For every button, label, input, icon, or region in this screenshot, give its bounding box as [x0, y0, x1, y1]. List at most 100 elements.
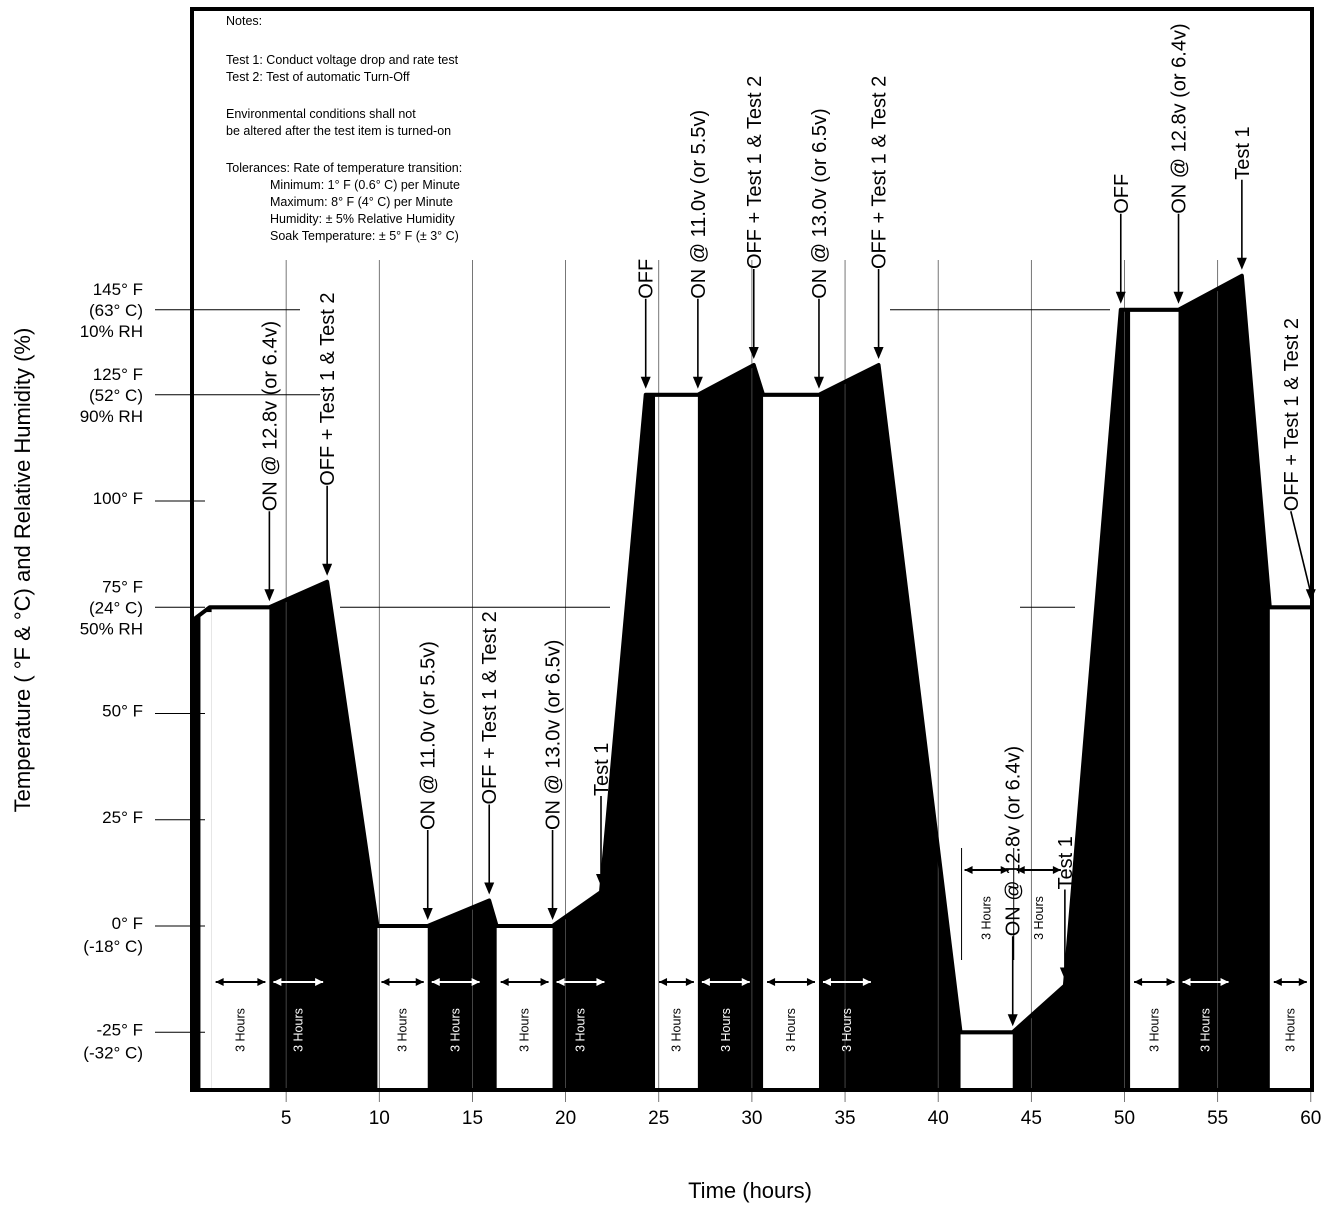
soak-period-box — [377, 928, 428, 1090]
note-line: Soak Temperature: ± 5° F (± 3° C) — [270, 229, 459, 243]
soak-period-box — [211, 609, 270, 1090]
y-tick-label: 50% RH — [80, 619, 143, 638]
event-label: OFF + Test 1 & Test 2 — [479, 611, 501, 804]
notes-block: Notes: Test 1: Conduct voltage drop and r… — [226, 14, 462, 243]
duration-marker: 3 Hours — [556, 978, 605, 1052]
duration-label: 3 Hours — [719, 1008, 733, 1052]
x-tick-label: 55 — [1207, 1108, 1228, 1129]
y-tick-label: 0° F — [112, 914, 143, 933]
event-label: ON @ 12.8v (or 6.4v) — [1169, 23, 1191, 213]
duration-label: 3 Hours — [1032, 896, 1046, 940]
event-annotation: ON @ 12.8v (or 6.4v) — [1169, 23, 1191, 304]
x-tick-label: 40 — [928, 1108, 949, 1129]
event-annotation: ON @ 11.0v (or 5.5v) — [418, 641, 440, 920]
duration-label: 3 Hours — [669, 1008, 683, 1052]
soak-period-box — [1130, 311, 1179, 1090]
event-annotation: OFF + Test 1 & Test 2 — [744, 76, 766, 359]
y-tick-label: (24° C) — [89, 598, 143, 617]
duration-marker: 3 Hours — [381, 978, 424, 1052]
note-line: Minimum: 1° F (0.6° C) per Minute — [270, 178, 460, 192]
event-label: OFF + Test 1 & Test 2 — [744, 76, 766, 269]
x-tick-label: 30 — [741, 1108, 762, 1129]
duration-marker: 3 Hours — [273, 978, 324, 1052]
event-arrowhead — [422, 908, 433, 920]
duration-label: 3 Hours — [518, 1008, 532, 1052]
x-tick-label: 20 — [555, 1108, 576, 1129]
duration-marker: 3 Hours — [1013, 848, 1061, 960]
duration-marker: 3 Hours — [1182, 978, 1229, 1052]
y-tick-label: (63° C) — [89, 301, 143, 320]
x-tick-label: 25 — [648, 1108, 669, 1129]
event-label: OFF — [1111, 174, 1133, 214]
event-label: ON @ 11.0v (or 5.5v) — [418, 641, 440, 830]
plot-frame — [190, 7, 1314, 1092]
duration-marker: 3 Hours — [701, 978, 750, 1052]
temperature-profile-line — [191, 273, 1311, 1035]
event-annotation: ON @ 12.8v (or 6.4v) — [259, 321, 281, 602]
duration-label: 3 Hours — [980, 896, 994, 940]
note-line: Tolerances: Rate of temperature transiti… — [226, 161, 462, 175]
event-annotation: Test 1 — [1232, 126, 1254, 270]
event-label: OFF — [636, 259, 658, 299]
duration-marker: 3 Hours — [961, 848, 1009, 960]
event-label: ON @ 13.0v (or 6.5v) — [809, 108, 831, 298]
duration-label: 3 Hours — [1199, 1008, 1213, 1052]
duration-marker: 3 Hours — [431, 978, 480, 1052]
event-arrowhead — [322, 563, 333, 576]
x-tick-label: 60 — [1300, 1108, 1321, 1129]
event-arrowhead — [873, 347, 884, 359]
note-line: be altered after the test item is turned… — [226, 124, 451, 138]
event-annotation: OFF — [1111, 174, 1133, 304]
soak-period-box — [960, 1034, 1013, 1090]
event-annotation: OFF + Test 1 & Test 2 — [869, 76, 891, 359]
event-label: ON @ 11.0v (or 5.5v) — [688, 110, 710, 299]
event-annotation: ON @ 12.8v (or 6.4v) — [1003, 746, 1025, 1027]
event-annotation: ON @ 13.0v (or 6.5v) — [809, 108, 831, 389]
event-arrowhead — [640, 376, 651, 389]
duration-marker: 3 Hours — [215, 978, 266, 1052]
soak-period-box — [655, 396, 698, 1090]
duration-marker: 3 Hours — [1134, 978, 1175, 1052]
duration-marker: 3 Hours — [659, 978, 694, 1052]
x-tick-label: 35 — [834, 1108, 855, 1129]
event-arrowhead — [1236, 257, 1247, 270]
duration-label: 3 Hours — [396, 1008, 410, 1052]
event-label: ON @ 12.8v (or 6.4v) — [259, 321, 281, 511]
y-tick-label: 90% RH — [80, 407, 143, 426]
duration-marker: 3 Hours — [822, 978, 871, 1052]
duration-marker: 3 Hours — [1273, 978, 1307, 1052]
event-label: ON @ 12.8v (or 6.4v) — [1003, 746, 1025, 936]
duration-label: 3 Hours — [784, 1008, 798, 1052]
duration-label: 3 Hours — [291, 1008, 305, 1052]
event-arrowhead — [1305, 589, 1316, 602]
duration-label: 3 Hours — [449, 1008, 463, 1052]
note-line: Humidity: ± 5% Relative Humidity — [270, 212, 455, 226]
y-tick-label: 125° F — [93, 365, 143, 384]
event-arrowhead — [595, 874, 606, 886]
event-arrowhead — [813, 376, 824, 389]
soak-period-box — [200, 612, 212, 1090]
duration-label: 3 Hours — [1283, 1008, 1297, 1052]
event-arrowhead — [264, 589, 275, 602]
event-label: Test 1 — [1232, 126, 1254, 179]
event-leader — [1290, 511, 1312, 594]
event-label: ON @ 13.0v (or 6.5v) — [543, 640, 565, 830]
event-arrowhead — [1173, 291, 1184, 304]
duration-label: 3 Hours — [234, 1008, 248, 1052]
event-annotation: Test 1 — [591, 743, 613, 886]
event-annotation: OFF + Test 1 & Test 2 — [317, 293, 339, 576]
event-arrowhead — [692, 376, 703, 389]
duration-arrowheads — [1273, 978, 1307, 986]
soak-period-box — [1269, 609, 1311, 1090]
event-annotation: OFF + Test 1 & Test 2 — [1281, 318, 1316, 602]
event-label: OFF + Test 1 & Test 2 — [1281, 318, 1303, 511]
note-line: Environmental conditions shall not — [226, 107, 416, 121]
y-axis-title: Temperature ( °F & °C) and Relative Humi… — [10, 328, 35, 813]
event-arrowhead — [1007, 1014, 1018, 1027]
y-tick-label: 25° F — [102, 808, 143, 827]
event-arrowhead — [1059, 967, 1070, 980]
duration-marker: 3 Hours — [767, 978, 815, 1052]
y-tick-label: 100° F — [93, 489, 143, 508]
y-tick-label: 10% RH — [80, 322, 143, 341]
event-annotation: OFF — [636, 259, 658, 389]
